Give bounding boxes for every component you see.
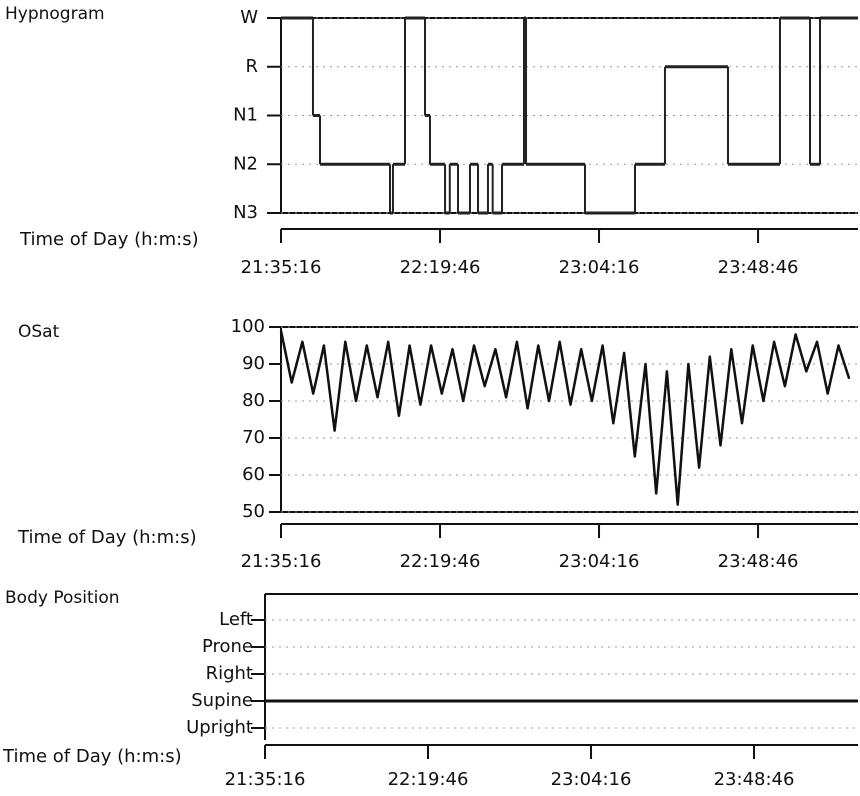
x-tick-label: 22:19:46 <box>400 257 481 278</box>
x-tick-label: 21:35:16 <box>241 257 322 278</box>
y-tick-label: Left <box>219 609 253 630</box>
panel-title: Body Position <box>5 588 120 608</box>
x-axis-label: Time of Day (h:m:s) <box>2 746 182 767</box>
x-axis-label: Time of Day (h:m:s) <box>17 527 197 548</box>
y-tick-label: Supine <box>191 690 253 711</box>
x-tick-label: 23:04:16 <box>551 769 632 790</box>
y-tick-label: 80 <box>242 390 265 411</box>
x-tick-label: 23:04:16 <box>559 551 640 572</box>
y-tick-label: 70 <box>242 427 265 448</box>
y-tick-label: Prone <box>202 636 253 657</box>
y-tick-label: Upright <box>186 717 253 738</box>
panel-title: Hypnogram <box>5 4 105 24</box>
x-tick-label: 23:48:46 <box>718 551 799 572</box>
x-tick-label: 23:48:46 <box>718 257 799 278</box>
x-axis-label: Time of Day (h:m:s) <box>19 229 199 250</box>
x-tick-label: 22:19:46 <box>400 551 481 572</box>
panel-title: OSat <box>18 322 60 342</box>
y-tick-label: 90 <box>242 353 265 374</box>
y-tick-label: N2 <box>233 153 258 174</box>
y-tick-label: Right <box>206 663 253 684</box>
y-tick-label: 50 <box>242 501 265 522</box>
x-tick-label: 21:35:16 <box>241 551 322 572</box>
y-tick-label: R <box>245 56 258 77</box>
osat-line <box>279 330 851 506</box>
y-tick-label: 100 <box>231 316 265 337</box>
x-tick-label: 22:19:46 <box>388 769 469 790</box>
y-tick-label: 60 <box>242 464 265 485</box>
y-tick-label: N3 <box>233 202 258 223</box>
y-tick-label: W <box>240 7 258 28</box>
x-tick-label: 23:48:46 <box>714 769 795 790</box>
x-tick-label: 23:04:16 <box>559 257 640 278</box>
x-tick-label: 21:35:16 <box>225 769 306 790</box>
y-tick-label: N1 <box>233 105 258 126</box>
